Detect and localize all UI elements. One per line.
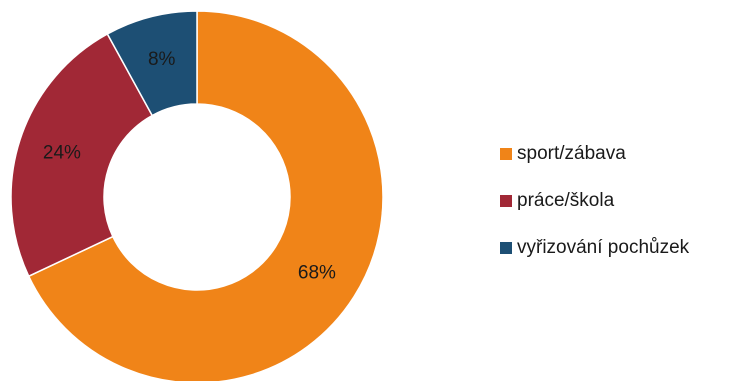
- slice-labels: 68% 24% 8%: [43, 49, 336, 284]
- legend-label-sport: sport/zábava: [517, 143, 626, 164]
- legend-label-pochuzky: vyřizování pochůzek: [517, 237, 690, 258]
- legend-swatch-sport: [500, 148, 512, 160]
- legend-label-prace: práce/škola: [517, 190, 615, 211]
- legend-swatch-pochuzky: [500, 242, 512, 254]
- chart-legend: sport/zábava práce/škola vyřizování poch…: [500, 142, 689, 283]
- slice-prace: [10, 32, 154, 278]
- legend-swatch-prace: [500, 195, 512, 207]
- slice-pochuzky: [106, 10, 198, 117]
- donut-slices: [10, 10, 384, 381]
- legend-item-sport: sport/zábava: [500, 142, 689, 166]
- legend-item-pochuzky: vyřizování pochůzek: [500, 236, 689, 260]
- slice-label-sport: 68%: [298, 263, 336, 284]
- slice-label-prace: 24%: [43, 143, 81, 164]
- slice-label-pochuzky: 8%: [148, 49, 176, 70]
- slice-sport: [27, 10, 384, 381]
- legend-item-prace: práce/škola: [500, 189, 689, 213]
